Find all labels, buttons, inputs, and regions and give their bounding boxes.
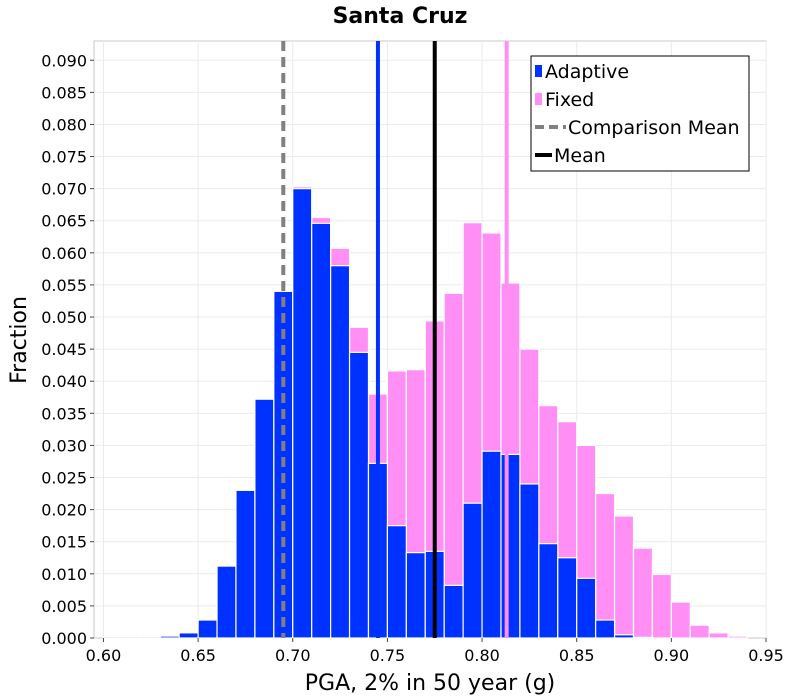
adaptive-bar (576, 577, 597, 639)
mean-lines (281, 41, 509, 638)
chart-title: Santa Cruz (333, 4, 468, 29)
fixed-bar (670, 601, 691, 639)
fixed-bar (727, 635, 748, 639)
comparison-mean-legend-label: Comparison Mean (568, 117, 740, 139)
adaptive-bar (595, 619, 616, 639)
y-axis-label: Fraction (7, 296, 32, 384)
adaptive-bar (216, 565, 237, 639)
y-tick-label: 0.015 (41, 533, 87, 552)
x-tick-label: 0.75 (370, 646, 406, 665)
y-tick-label: 0.005 (41, 597, 87, 616)
adaptive-bar (178, 632, 199, 639)
y-tick-label: 0.020 (41, 501, 87, 520)
fixed-legend-swatch (535, 93, 542, 105)
legend: Adaptive Fixed Comparison Mean Mean (530, 55, 750, 172)
y-tick-label: 0.070 (41, 180, 87, 199)
x-tick-label: 0.65 (180, 646, 216, 665)
y-tick-label: 0.080 (41, 115, 87, 134)
y-tick-label: 0.050 (41, 308, 87, 327)
y-tick-label: 0.025 (41, 469, 87, 488)
adaptive-bar (405, 552, 426, 639)
y-tick-label: 0.030 (41, 436, 87, 455)
fixed-bar (595, 492, 616, 639)
adaptive-bar (140, 636, 161, 639)
adaptive-bar (613, 634, 635, 639)
adaptive-bar (386, 525, 407, 639)
y-tick-label: 0.065 (41, 212, 87, 231)
adaptive-bar (443, 584, 464, 639)
fixed-bar (689, 624, 710, 639)
y-tick-label: 0.085 (41, 83, 87, 102)
fixed-bar (651, 573, 672, 639)
adaptive-bar (235, 489, 256, 639)
y-tick-label: 0.000 (41, 629, 87, 648)
fixed-bar (708, 632, 729, 639)
y-tick-label: 0.035 (41, 404, 87, 423)
adaptive-bar (538, 543, 559, 639)
adaptive-bar (557, 557, 578, 639)
adaptive-bar (311, 222, 332, 639)
x-axis-label: PGA, 2% in 50 year (g) (305, 671, 556, 696)
y-tick-label: 0.055 (41, 276, 87, 295)
x-tick-label: 0.85 (559, 646, 595, 665)
adaptive-bar (292, 188, 313, 639)
y-axis-ticks: 0.000 0.005 0.010 0.015 0.020 0.025 0.030 0.035… (41, 51, 94, 648)
y-tick-label: 0.040 (41, 372, 87, 391)
x-tick-label: 0.95 (748, 646, 784, 665)
adaptive-bar (121, 636, 142, 639)
adaptive-bar (481, 450, 502, 639)
adaptive-bar (500, 453, 521, 639)
adaptive-bar (348, 351, 370, 639)
adaptive-bar (632, 636, 654, 639)
y-tick-label: 0.010 (41, 565, 87, 584)
adaptive-bar (197, 619, 218, 639)
fixed-bar (632, 547, 654, 639)
adaptive-bar (519, 483, 540, 639)
x-tick-label: 0.80 (464, 646, 500, 665)
x-tick-label: 0.70 (275, 646, 311, 665)
mean-legend-label: Mean (554, 145, 606, 167)
x-axis-ticks: 0.60 0.65 0.70 0.75 0.80 0.85 0.90 0.95 (86, 638, 784, 665)
y-tick-label: 0.075 (41, 148, 87, 167)
adaptive-bar (102, 636, 123, 639)
fixed-bar (613, 515, 635, 639)
adaptive-bar (254, 398, 275, 639)
adaptive-bar (462, 502, 483, 639)
x-tick-label: 0.90 (654, 646, 690, 665)
x-tick-label: 0.60 (86, 646, 122, 665)
adaptive-bar (159, 635, 180, 639)
y-tick-label: 0.045 (41, 340, 87, 359)
legend-box (530, 55, 750, 172)
y-tick-label: 0.090 (41, 51, 87, 70)
adaptive-bar (330, 265, 351, 639)
fixed-legend-label: Fixed (545, 89, 594, 111)
adaptive-legend-label: Adaptive (545, 61, 629, 83)
adaptive-legend-swatch (535, 65, 542, 77)
y-tick-label: 0.060 (41, 244, 87, 263)
